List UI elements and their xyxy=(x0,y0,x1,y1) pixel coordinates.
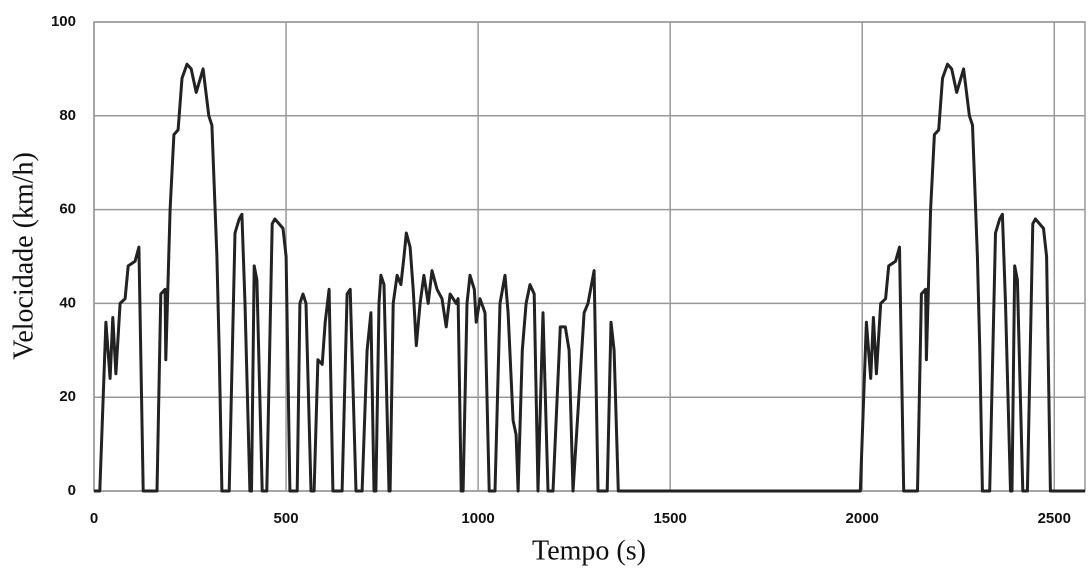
y-tick-label: 60 xyxy=(59,201,76,218)
y-tick-label: 20 xyxy=(59,388,76,405)
x-tick-label: 500 xyxy=(274,510,299,527)
y-axis-label: Velocidade (km/h) xyxy=(8,152,39,360)
y-tick-label: 100 xyxy=(51,13,76,30)
x-tick-label: 2000 xyxy=(846,510,879,527)
y-tick-label: 0 xyxy=(68,482,76,499)
y-tick-label: 80 xyxy=(59,107,76,124)
x-tick-label: 2500 xyxy=(1038,510,1071,527)
x-tick-label: 0 xyxy=(90,510,98,527)
y-tick-label: 40 xyxy=(59,294,76,311)
x-axis-label: Tempo (s) xyxy=(532,535,646,566)
x-tick-label: 1500 xyxy=(653,510,686,527)
x-tick-label: 1000 xyxy=(461,510,494,527)
line-series xyxy=(94,62,1085,493)
